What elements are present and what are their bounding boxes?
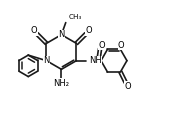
Text: O: O bbox=[86, 26, 92, 35]
Text: NH₂: NH₂ bbox=[53, 79, 69, 88]
Text: O: O bbox=[30, 26, 37, 35]
Text: NH: NH bbox=[89, 56, 102, 65]
Text: O: O bbox=[99, 41, 106, 50]
Text: CH₃: CH₃ bbox=[69, 14, 82, 20]
Text: N: N bbox=[43, 56, 50, 65]
Text: O: O bbox=[124, 82, 131, 91]
Text: N: N bbox=[58, 30, 65, 39]
Text: O: O bbox=[118, 41, 125, 50]
